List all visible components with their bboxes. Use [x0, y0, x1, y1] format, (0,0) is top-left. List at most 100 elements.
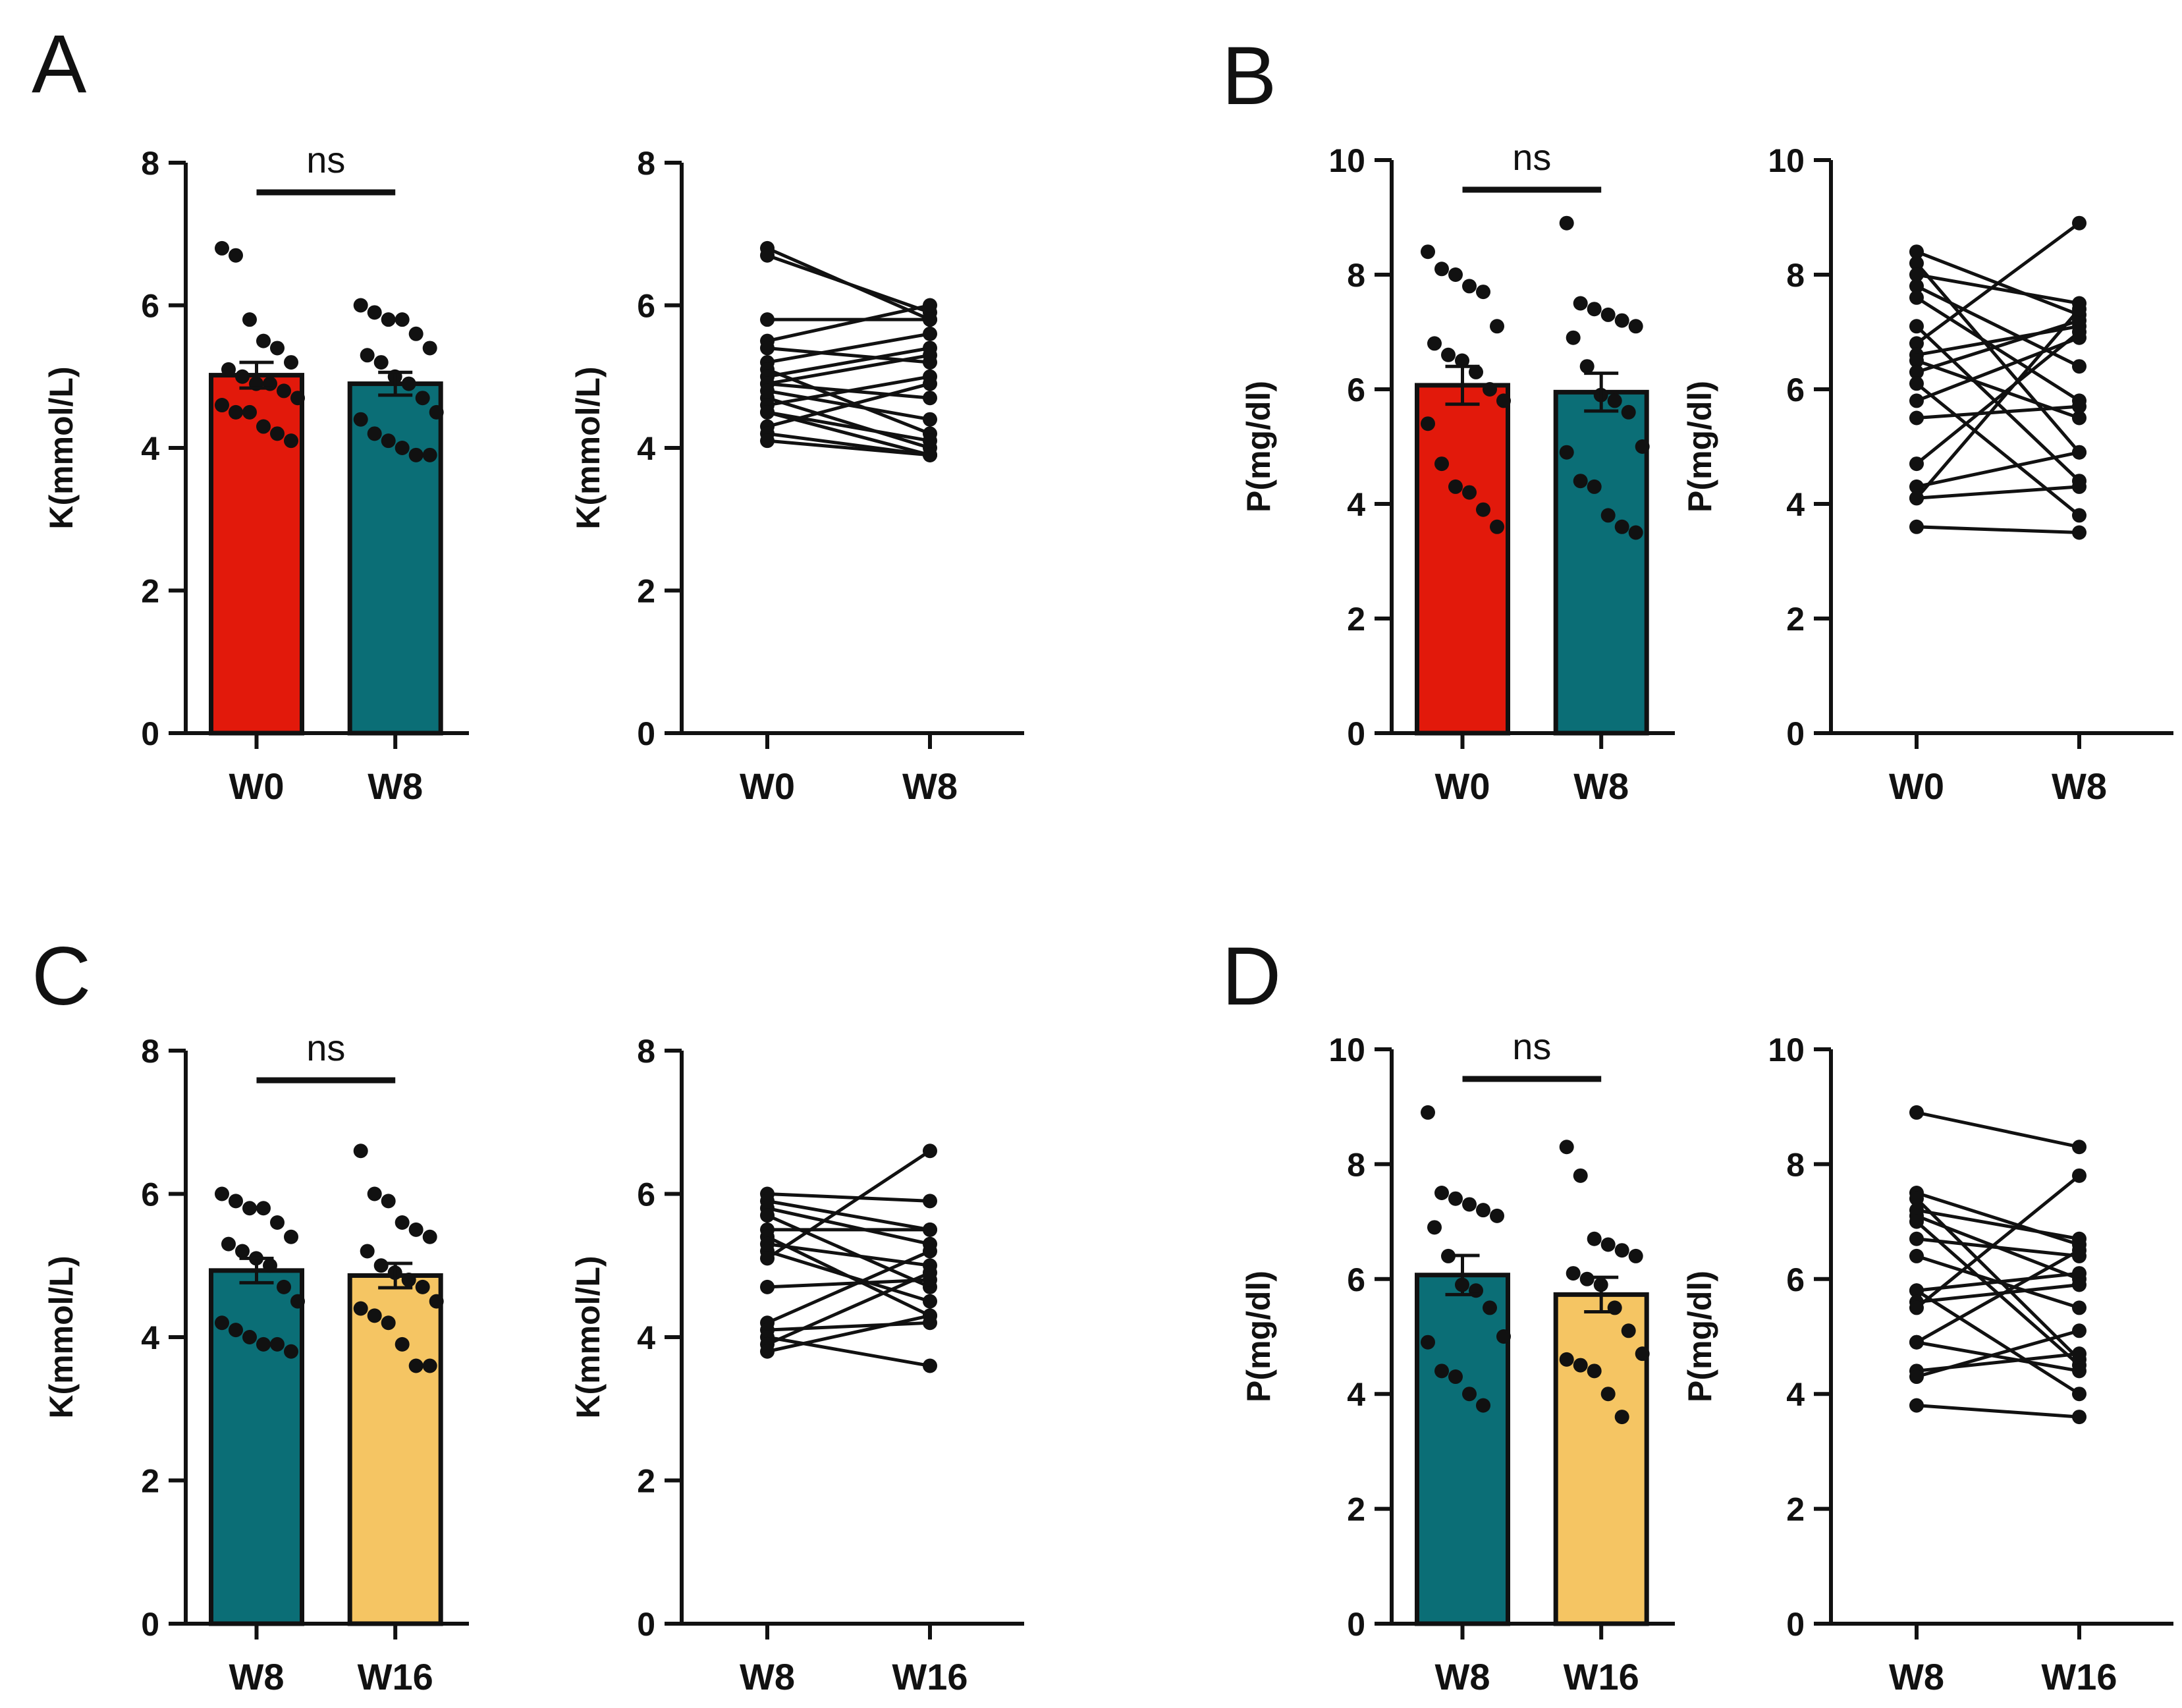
y-tick-label: 0: [637, 715, 655, 752]
data-point: [1448, 1369, 1463, 1385]
data-point: [229, 1323, 243, 1338]
data-point: [408, 326, 423, 341]
data-point: [923, 391, 937, 406]
paired-line: [766, 1149, 931, 1260]
chart-d-line: 0 2 4 6 8 10 W8 W16 P(mg/dl): [1681, 1032, 2173, 1697]
x-tick-label: W16: [358, 1656, 433, 1697]
data-point: [1573, 1168, 1588, 1183]
paired-line: [767, 1199, 931, 1232]
data-point: [408, 1222, 423, 1237]
data-point: [263, 1258, 277, 1273]
y-axis-title: K(mmol/L): [570, 1255, 607, 1418]
data-point: [429, 404, 444, 420]
data-point: [415, 391, 430, 406]
paired-line: [1916, 1191, 2080, 1246]
bar: [347, 381, 443, 736]
paired-line: [767, 346, 931, 379]
x-tick-label: W8: [740, 1656, 795, 1697]
data-point: [367, 1308, 382, 1323]
data-point: [1427, 1220, 1442, 1235]
y-axis-title: K(mmol/L): [43, 1255, 80, 1418]
y-tick-label: 0: [1347, 715, 1365, 752]
data-point: [1909, 1398, 1924, 1413]
y-axis-title: P(mg/dl): [1240, 1271, 1277, 1402]
data-point: [373, 355, 389, 370]
x-tick-label: W8: [902, 765, 958, 807]
data-point: [1909, 1105, 1924, 1120]
data-point: [1462, 279, 1477, 294]
data-point: [1600, 508, 1616, 523]
data-point: [229, 1194, 243, 1209]
y-tick-label: 0: [141, 715, 159, 752]
data-point: [353, 298, 368, 313]
data-point: [923, 433, 937, 449]
y-tick-label: 10: [1768, 1032, 1805, 1068]
data-point: [360, 1244, 375, 1259]
bar: [1415, 383, 1510, 736]
data-point: [256, 333, 271, 348]
paired-line: [767, 439, 931, 457]
panel-letter-b: B: [1222, 30, 1276, 122]
y-tick-label: 0: [1786, 1606, 1805, 1643]
y-tick-label: 4: [1786, 1376, 1805, 1413]
y-tick-label: 8: [1347, 257, 1365, 294]
y-tick-label: 4: [1786, 486, 1805, 523]
data-point: [1909, 1335, 1924, 1350]
data-point: [381, 1315, 396, 1331]
data-point: [395, 1215, 410, 1230]
bar: [1553, 389, 1649, 736]
data-point: [1909, 319, 1924, 334]
data-point: [1566, 1266, 1581, 1281]
data-point: [422, 1358, 437, 1373]
data-point: [760, 1208, 775, 1223]
paired-line: [767, 382, 931, 428]
data-point: [1455, 353, 1469, 368]
data-point: [284, 355, 298, 370]
paired-line: [1915, 221, 2081, 345]
data-point: [1559, 445, 1574, 460]
bar: [1553, 1292, 1649, 1626]
data-point: [1476, 1203, 1490, 1218]
data-point: [2072, 1323, 2087, 1338]
data-point: [1579, 359, 1595, 374]
data-point: [429, 1294, 444, 1309]
data-point: [1573, 296, 1588, 311]
paired-line: [766, 1271, 931, 1346]
data-point: [256, 1201, 271, 1216]
data-point: [221, 362, 236, 377]
data-point: [1490, 319, 1504, 334]
data-point: [1421, 1105, 1435, 1120]
data-point: [1614, 1243, 1629, 1258]
data-point: [229, 248, 243, 263]
bar: [209, 373, 304, 736]
data-point: [2072, 302, 2087, 317]
data-point: [923, 1308, 937, 1323]
paired-line: [1915, 1249, 2081, 1344]
data-point: [215, 1186, 229, 1201]
chart-a-bar: 0 2 4 6 8 W0 W8 K(mmol/L) ns: [43, 139, 469, 807]
data-point: [1909, 519, 1924, 534]
data-point: [1496, 1329, 1511, 1344]
data-point: [2072, 313, 2087, 328]
chart-d-bar: 0 2 4 6 8 10 W8 W16 P(mg/dl) ns: [1240, 1026, 1675, 1697]
paired-line: [1916, 1111, 2080, 1149]
paired-line: [1916, 1340, 2080, 1373]
data-point: [923, 1244, 937, 1259]
x-tick-label: W0: [229, 765, 285, 807]
data-point: [373, 1258, 389, 1273]
data-point: [284, 433, 298, 449]
data-point: [1909, 353, 1924, 368]
paired-line: [766, 1250, 931, 1325]
x-tick-label: W8: [1573, 765, 1629, 807]
data-point: [1909, 393, 1924, 408]
data-point: [1579, 1271, 1595, 1286]
data-point: [353, 1143, 368, 1159]
data-point: [381, 312, 396, 327]
bar: [347, 1273, 443, 1626]
data-point: [1909, 279, 1924, 294]
y-tick-label: 6: [1786, 1261, 1805, 1298]
data-point: [1573, 1358, 1588, 1373]
x-tick-label: W8: [368, 765, 423, 807]
panel-letter-d: D: [1222, 931, 1281, 1022]
significance-label: ns: [306, 139, 345, 180]
